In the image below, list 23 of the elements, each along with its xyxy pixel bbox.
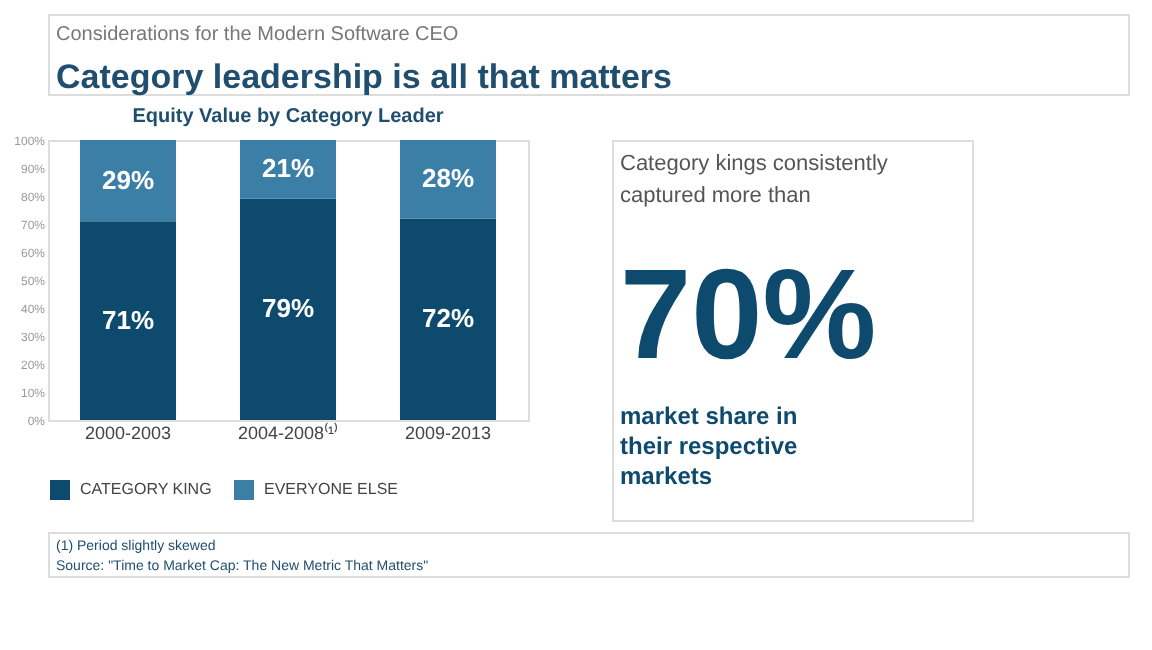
x-tick-label: 2000-2003 [84, 423, 172, 443]
x-tick-label: 2009-2013 [404, 423, 492, 443]
data-label: 28% [421, 163, 475, 194]
x-tick-label: 2004-2008⁽¹⁾ [237, 421, 339, 443]
text: 70% [620, 242, 877, 386]
text: Category kings consistently captured more than [620, 152, 889, 208]
bar [240, 140, 336, 199]
data-label: 79% [261, 293, 315, 324]
legend-label: EVERYONE ELSE [264, 480, 398, 498]
text: Considerations for the Modern Software CEO [56, 24, 459, 46]
legend-label: CATEGORY KING [80, 480, 212, 498]
text: Category leadership is all that matters [56, 58, 672, 96]
data-label: 72% [421, 303, 475, 334]
chart-title: Equity Value by Category Leader [132, 106, 444, 128]
bar [80, 140, 176, 222]
text: market share in their respective markets [620, 402, 799, 490]
bar [240, 198, 336, 420]
data-label: 71% [101, 304, 155, 335]
bar [400, 218, 496, 420]
data-label: 29% [101, 164, 155, 195]
bar [80, 221, 176, 420]
bar [400, 140, 496, 219]
data-label: 21% [261, 153, 315, 184]
